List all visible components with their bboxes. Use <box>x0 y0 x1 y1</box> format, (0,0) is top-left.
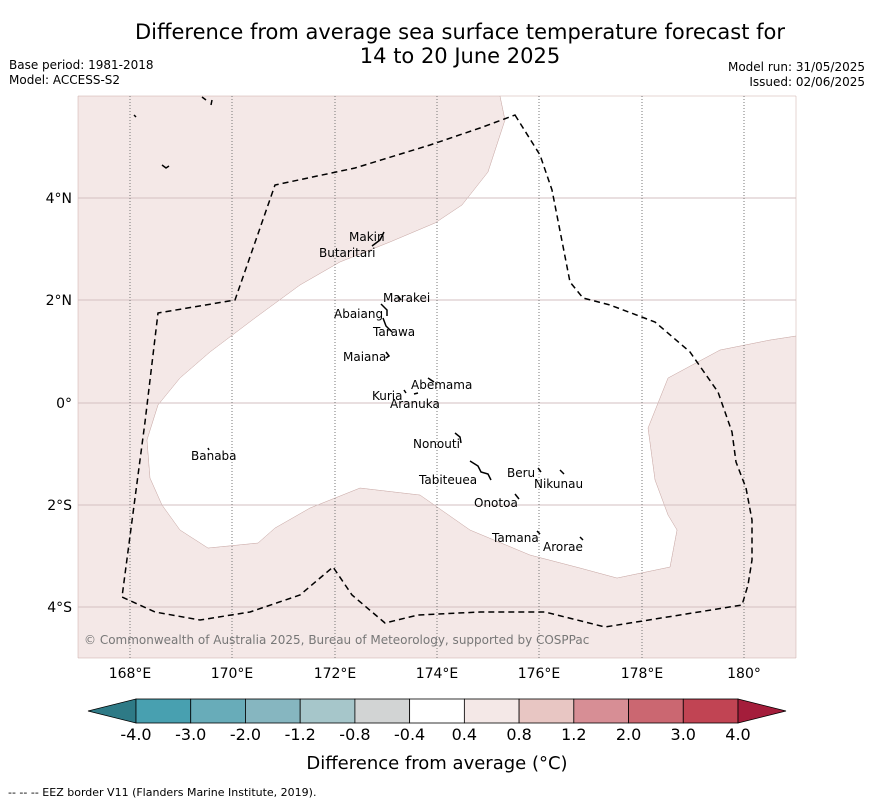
tick-172E: 172°E <box>314 666 357 682</box>
tick-178E: 178°E <box>621 666 664 682</box>
label-tamana: Tamana <box>491 531 539 545</box>
tick-0: 0° <box>56 396 72 412</box>
island-dot-2 <box>201 96 213 106</box>
island-tamana <box>536 530 541 535</box>
island-marakei <box>397 295 402 301</box>
island-tarawa <box>382 317 393 333</box>
colorbar-title: Difference from average (°C) <box>306 753 567 774</box>
label-butaritari: Butaritari <box>319 246 376 260</box>
colorbar-swatch <box>518 698 575 724</box>
copyright-notice: © Commonwealth of Australia 2025, Bureau… <box>84 633 589 647</box>
colorbar-tick-label: -3.0 <box>175 725 206 744</box>
label-makin: Makin <box>349 230 385 244</box>
colorbar-swatch <box>573 698 629 724</box>
map-title: Difference from average sea surface temp… <box>80 20 840 68</box>
island-kuria-aranuka <box>403 389 419 395</box>
tick-174E: 174°E <box>416 666 459 682</box>
islands <box>133 96 584 541</box>
label-abemama: Abemama <box>411 378 472 392</box>
label-onotoa: Onotoa <box>474 496 518 510</box>
run-info: Model run: 31/05/2025 Issued: 02/06/2025 <box>728 60 865 90</box>
title-line-2: 14 to 20 June 2025 <box>359 44 561 68</box>
latitude-axis: 4°N 2°N 0° 2°S 4°S <box>46 191 73 616</box>
colorbar-swatch <box>190 698 246 724</box>
tick-2N: 2°N <box>46 293 72 309</box>
island-banaba <box>207 447 210 451</box>
colorbar-tick-label: -2.0 <box>230 725 261 744</box>
tick-168E: 168°E <box>109 666 152 682</box>
island-dot-3 <box>161 164 170 169</box>
label-marakei: Marakei <box>383 291 430 305</box>
colorbar-swatch <box>245 698 301 724</box>
colorbar-tick-label: -1.2 <box>285 725 316 744</box>
colorbar-swatch <box>409 698 465 724</box>
tick-176E: 176°E <box>518 666 561 682</box>
longitude-gridlines <box>129 96 745 658</box>
colorbar-tick-label: -0.4 <box>394 725 425 744</box>
colorbar-swatch <box>299 698 356 724</box>
island-abaiang <box>380 303 388 316</box>
colorbar-tick-label: 4.0 <box>725 725 750 744</box>
model-name: Model: ACCESS-S2 <box>9 73 121 87</box>
tick-2S: 2°S <box>47 498 72 514</box>
colorbar-tick-label: 0.8 <box>506 725 531 744</box>
colorbar: -4.0 -3.0 -2.0 -1.2 -0.8 -0.4 0.4 0.8 1.2 2.0 3.0 4… <box>87 698 787 744</box>
colorbar-tick-label: -0.8 <box>339 725 370 744</box>
island-onotoa <box>514 493 520 500</box>
island-dot-1 <box>133 114 137 118</box>
colorbar-tick-label: 2.0 <box>616 725 641 744</box>
model-run: Model run: 31/05/2025 <box>727 60 865 74</box>
tick-4N: 4°N <box>46 191 72 207</box>
eez-border <box>121 114 753 628</box>
title-line-1: Difference from average sea surface temp… <box>135 20 785 44</box>
base-period: Base period: 1981-2018 <box>9 58 154 72</box>
colorbar-swatch <box>682 698 739 724</box>
island-tabiteuea <box>469 460 492 481</box>
tick-170E: 170°E <box>211 666 254 682</box>
label-kuria: Kuria <box>372 389 403 403</box>
colorbar-extend-low <box>87 698 137 724</box>
label-aranuka: Aranuka <box>390 397 440 411</box>
colorbar-swatch <box>354 698 411 724</box>
base-info: Base period: 1981-2018 Model: ACCESS-S2 <box>9 58 154 88</box>
tick-4S: 4°S <box>47 600 72 616</box>
map-panel: Makin Butaritari Marakei Abaiang Tarawa … <box>77 95 797 659</box>
colorbar-tick-label: -4.0 <box>120 725 151 744</box>
colorbar-swatch <box>463 698 520 724</box>
label-arorae: Arorae <box>543 540 583 554</box>
colorbar-tick-label: 1.2 <box>561 725 586 744</box>
island-abemama <box>427 377 435 383</box>
label-tabiteuea: Tabiteuea <box>418 473 477 487</box>
island-beru <box>537 467 542 473</box>
eez-legend-note: -- -- -- EEZ border V11 (Flanders Marine… <box>8 786 317 799</box>
island-maiana <box>385 351 391 359</box>
issued-date: Issued: 02/06/2025 <box>749 75 865 89</box>
place-labels: Makin Butaritari Marakei Abaiang Tarawa … <box>191 230 583 554</box>
colorbar-extend-high <box>737 698 787 724</box>
label-banaba: Banaba <box>191 449 237 463</box>
label-nonouti: Nonouti <box>413 437 460 451</box>
neutral-region <box>146 95 797 579</box>
island-makin-butaritari <box>371 231 385 247</box>
label-abaiang: Abaiang <box>334 307 383 321</box>
label-beru: Beru <box>507 466 535 480</box>
label-maiana: Maiana <box>343 350 386 364</box>
label-tarawa: Tarawa <box>372 325 415 339</box>
label-nikunau: Nikunau <box>534 477 583 491</box>
colorbar-swatch <box>135 698 192 724</box>
island-arorae <box>579 536 584 541</box>
island-nikunau <box>559 469 565 475</box>
colorbar-tick-label: 3.0 <box>671 725 696 744</box>
tick-180: 180° <box>727 666 761 682</box>
colorbar-tick-label: 0.4 <box>452 725 477 744</box>
colorbar-swatch <box>628 698 684 724</box>
island-nonouti <box>454 432 462 444</box>
longitude-axis: 168°E 170°E 172°E 174°E 176°E 178°E 180° <box>109 666 761 682</box>
